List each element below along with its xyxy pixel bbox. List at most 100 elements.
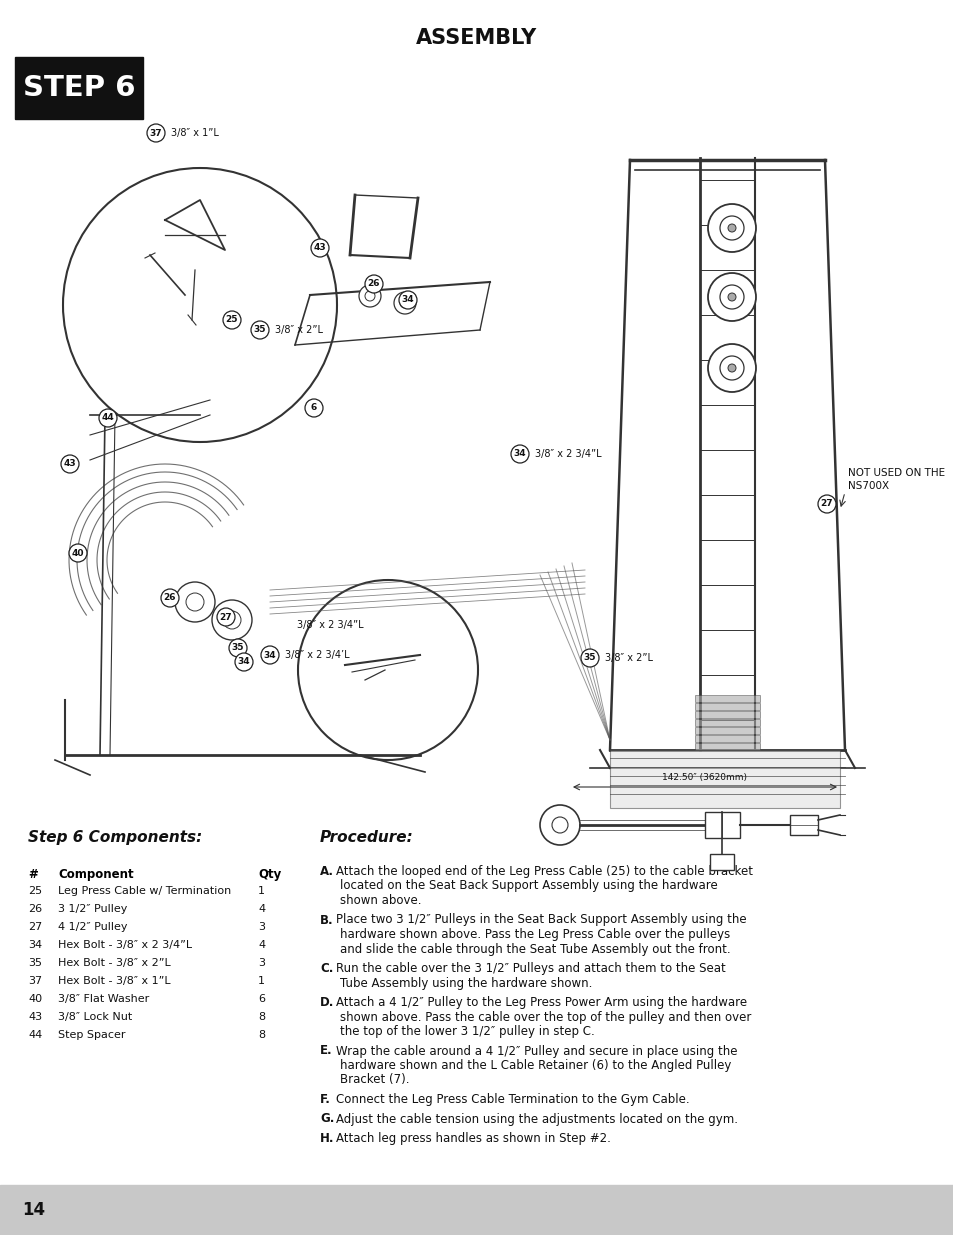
Circle shape (186, 593, 204, 611)
Text: ASSEMBLY: ASSEMBLY (416, 28, 537, 48)
Text: Procedure:: Procedure: (319, 830, 414, 845)
Circle shape (174, 582, 214, 622)
Text: shown above.: shown above. (339, 894, 421, 906)
Text: G.: G. (319, 1113, 334, 1125)
Text: F.: F. (319, 1093, 331, 1107)
Circle shape (398, 291, 416, 309)
Bar (695, 719, 760, 726)
Text: 1: 1 (257, 976, 265, 986)
Text: 142.50″ (3620mm): 142.50″ (3620mm) (661, 773, 747, 782)
Circle shape (394, 291, 416, 314)
Circle shape (539, 805, 579, 845)
Text: D.: D. (319, 995, 334, 1009)
Text: 35: 35 (28, 958, 42, 968)
Circle shape (727, 364, 735, 372)
Text: 34: 34 (237, 657, 250, 667)
Text: 34: 34 (401, 295, 414, 305)
Text: 43: 43 (28, 1011, 42, 1023)
Circle shape (99, 409, 117, 427)
Circle shape (216, 608, 234, 626)
Text: A.: A. (319, 864, 334, 878)
Text: 35: 35 (232, 643, 244, 652)
Circle shape (223, 311, 241, 329)
Bar (709, 853, 733, 869)
Text: 4: 4 (257, 940, 265, 950)
Text: 3/8″ x 2 3/4’L: 3/8″ x 2 3/4’L (285, 650, 349, 659)
Bar (789, 815, 817, 835)
Bar (695, 703, 760, 710)
Circle shape (311, 240, 329, 257)
Text: B.: B. (319, 914, 334, 926)
Text: 34: 34 (513, 450, 526, 458)
Text: Attach the looped end of the Leg Press Cable (25) to the cable bracket: Attach the looped end of the Leg Press C… (335, 864, 752, 878)
Text: 26: 26 (28, 904, 42, 914)
Text: 43: 43 (64, 459, 76, 468)
Text: 27: 27 (219, 613, 233, 621)
Circle shape (365, 275, 382, 293)
Text: Attach leg press handles as shown in Step #2.: Attach leg press handles as shown in Ste… (335, 1132, 610, 1145)
Text: #: # (28, 868, 38, 881)
Text: 40: 40 (71, 548, 84, 557)
Circle shape (707, 204, 755, 252)
Text: located on the Seat Back Support Assembly using the hardware: located on the Seat Back Support Assembl… (339, 879, 717, 893)
Text: NOT USED ON THE
NS700X: NOT USED ON THE NS700X (847, 468, 944, 492)
Text: Qty: Qty (257, 868, 281, 881)
Text: Wrap the cable around a 4 1/2″ Pulley and secure in place using the: Wrap the cable around a 4 1/2″ Pulley an… (335, 1045, 737, 1057)
Bar (609, 750, 840, 808)
Text: Leg Press Cable w/ Termination: Leg Press Cable w/ Termination (58, 885, 231, 897)
Circle shape (707, 273, 755, 321)
Text: Component: Component (58, 868, 133, 881)
Text: 14: 14 (22, 1200, 45, 1219)
Text: hardware shown and the L Cable Retainer (6) to the Angled Pulley: hardware shown and the L Cable Retainer … (339, 1058, 731, 1072)
Bar (695, 743, 760, 750)
Text: 4: 4 (257, 904, 265, 914)
Text: 8: 8 (257, 1030, 265, 1040)
Text: Attach a 4 1/2″ Pulley to the Leg Press Power Arm using the hardware: Attach a 4 1/2″ Pulley to the Leg Press … (335, 995, 746, 1009)
Circle shape (69, 543, 87, 562)
Circle shape (720, 216, 743, 240)
Text: Hex Bolt - 3/8″ x 1”L: Hex Bolt - 3/8″ x 1”L (58, 976, 171, 986)
Bar (695, 727, 760, 734)
Text: 3: 3 (257, 923, 265, 932)
Text: 3 1/2″ Pulley: 3 1/2″ Pulley (58, 904, 128, 914)
Text: 34: 34 (263, 651, 276, 659)
Text: 3/8″ x 2 3/4”L: 3/8″ x 2 3/4”L (296, 620, 363, 630)
Circle shape (212, 600, 252, 640)
Circle shape (297, 580, 477, 760)
Text: Adjust the cable tension using the adjustments located on the gym.: Adjust the cable tension using the adjus… (335, 1113, 738, 1125)
Text: 44: 44 (102, 414, 114, 422)
Circle shape (707, 345, 755, 391)
Circle shape (63, 168, 336, 442)
Text: E.: E. (319, 1045, 333, 1057)
Text: 3/8″ x 2”L: 3/8″ x 2”L (604, 653, 652, 663)
Text: 44: 44 (28, 1030, 42, 1040)
Circle shape (720, 285, 743, 309)
Text: 25: 25 (28, 885, 42, 897)
Circle shape (552, 818, 567, 832)
Text: hardware shown above. Pass the Leg Press Cable over the pulleys: hardware shown above. Pass the Leg Press… (339, 927, 729, 941)
Text: Run the cable over the 3 1/2″ Pulleys and attach them to the Seat: Run the cable over the 3 1/2″ Pulleys an… (335, 962, 725, 974)
Text: 3/8″ Lock Nut: 3/8″ Lock Nut (58, 1011, 132, 1023)
Text: and slide the cable through the Seat Tube Assembly out the front.: and slide the cable through the Seat Tub… (339, 942, 730, 956)
Text: Step 6 Components:: Step 6 Components: (28, 830, 202, 845)
Text: 3/8″ Flat Washer: 3/8″ Flat Washer (58, 994, 149, 1004)
Text: 37: 37 (150, 128, 162, 137)
Circle shape (251, 321, 269, 338)
Text: Hex Bolt - 3/8″ x 2 3/4”L: Hex Bolt - 3/8″ x 2 3/4”L (58, 940, 192, 950)
Text: 35: 35 (583, 653, 596, 662)
Text: H.: H. (319, 1132, 335, 1145)
Text: 1: 1 (257, 885, 265, 897)
Text: 40: 40 (28, 994, 42, 1004)
Text: 3: 3 (257, 958, 265, 968)
Text: 26: 26 (164, 594, 176, 603)
Circle shape (399, 298, 410, 308)
Text: the top of the lower 3 1/2″ pulley in step C.: the top of the lower 3 1/2″ pulley in st… (339, 1025, 594, 1037)
Circle shape (817, 495, 835, 513)
Circle shape (234, 653, 253, 671)
Text: C.: C. (319, 962, 333, 974)
Circle shape (580, 650, 598, 667)
Text: 6: 6 (311, 404, 316, 412)
Text: STEP 6: STEP 6 (23, 74, 135, 103)
Text: shown above. Pass the cable over the top of the pulley and then over: shown above. Pass the cable over the top… (339, 1010, 751, 1024)
Text: Connect the Leg Press Cable Termination to the Gym Cable.: Connect the Leg Press Cable Termination … (335, 1093, 689, 1107)
